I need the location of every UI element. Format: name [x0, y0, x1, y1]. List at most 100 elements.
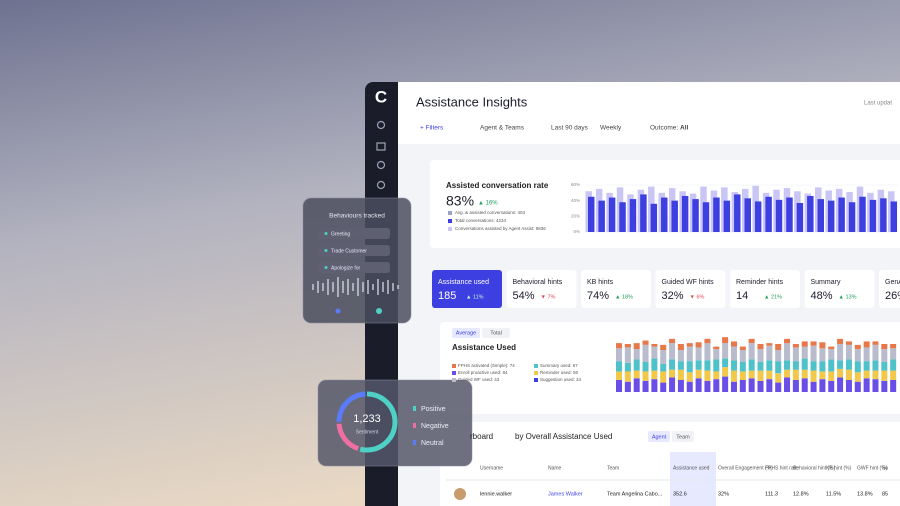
tile-value: 185 [438, 290, 456, 302]
stack-segment [624, 362, 631, 372]
kpi-tile[interactable] [804, 270, 875, 308]
stack-segment [766, 343, 773, 346]
stack-segment [686, 361, 693, 373]
stack-segment [757, 380, 764, 392]
donut-label: Sentiment [356, 429, 379, 435]
stack-segment [828, 371, 835, 381]
kpi-tile[interactable] [730, 270, 800, 308]
stack-segment [837, 368, 844, 378]
bar [786, 197, 793, 232]
table-cell: 111.3 [765, 491, 778, 497]
bar [702, 202, 710, 232]
toggle-button[interactable] [452, 328, 480, 338]
column-header: Su [882, 465, 888, 471]
stack-segment [642, 371, 649, 381]
stack-segment [766, 379, 773, 392]
filter[interactable]: Last 90 days [551, 125, 589, 132]
stack-segment [837, 344, 844, 361]
stack-segment [739, 371, 746, 380]
stack-segment [730, 370, 737, 382]
behaviour-chip [318, 245, 390, 256]
filter[interactable]: + Filters [420, 125, 444, 132]
bar [588, 196, 595, 232]
toggle-button[interactable] [482, 328, 510, 338]
stack-segment [810, 361, 817, 371]
kpi-tile[interactable] [879, 270, 900, 308]
stack-segment [633, 343, 640, 350]
stack-segment [695, 378, 702, 392]
bar [754, 201, 762, 232]
bar [671, 200, 678, 232]
stack-segment [713, 379, 720, 392]
column-header: FPHS hint rate [765, 465, 798, 471]
y-tick-label: 0% [573, 229, 580, 234]
stack-segment [775, 344, 782, 350]
section-title: Assistance Used [452, 343, 516, 352]
stack-segment [801, 341, 808, 347]
last-updated: Last updat [864, 101, 892, 107]
stack-segment [730, 360, 737, 371]
tab-label[interactable]: Team [676, 434, 690, 440]
stack-segment [828, 346, 835, 350]
stack-segment [890, 370, 897, 380]
y-tick-label: 20% [571, 214, 580, 219]
stack-segment [801, 378, 808, 392]
stack-segment [730, 381, 737, 392]
stack-segment [775, 350, 782, 362]
bar [796, 203, 804, 232]
stack-segment [890, 344, 897, 349]
nav-icon[interactable] [376, 180, 386, 190]
stack-segment [837, 338, 844, 344]
stack-segment [881, 370, 888, 381]
filter[interactable]: All [680, 125, 689, 132]
stack-segment [775, 382, 782, 392]
nav-icon[interactable] [376, 142, 386, 151]
tile-delta: ▲ 21% [764, 294, 782, 300]
stack-segment [819, 348, 826, 362]
stack-segment [651, 370, 658, 380]
nav-icon[interactable] [376, 120, 386, 130]
stack-segment [722, 376, 729, 392]
stack-segment [757, 344, 764, 350]
filter[interactable]: Outcome: [650, 125, 678, 132]
tab-label[interactable]: Agent [652, 434, 667, 440]
stack-segment [881, 349, 888, 362]
stack-segment [792, 344, 799, 348]
stack-segment [686, 372, 693, 382]
stack-segment [854, 344, 861, 350]
kpi-tile[interactable] [655, 270, 726, 308]
chip-dot [324, 232, 328, 235]
table-cell: 85 [882, 491, 888, 497]
bar [619, 202, 626, 232]
card-title: Behaviours tracked [329, 213, 385, 220]
stack-segment [792, 347, 799, 362]
donut-segment [336, 391, 398, 453]
stack-segment [695, 360, 702, 370]
stack-segment [633, 370, 640, 379]
kpi-tile[interactable] [506, 270, 577, 308]
stack-segment [766, 370, 773, 380]
stack-segment [677, 361, 684, 370]
filter[interactable]: Agent & Teams [480, 125, 525, 132]
tab[interactable] [648, 431, 670, 442]
toggle-label[interactable]: Average [456, 330, 476, 336]
stack-segment [748, 378, 755, 392]
tile-label: KB hints [587, 279, 614, 286]
stack-segment [660, 382, 667, 392]
bar [859, 196, 866, 232]
stack-segment [686, 343, 693, 347]
kpi-tile[interactable] [432, 270, 502, 308]
kpi-tile[interactable] [581, 270, 651, 308]
stack-segment [695, 347, 702, 361]
behaviour-label: Greeting [331, 231, 350, 237]
tab[interactable] [672, 431, 694, 442]
legend-swatch [534, 371, 538, 375]
stack-segment [845, 341, 852, 345]
toggle-label[interactable]: Total [490, 330, 502, 336]
stack-segment [633, 359, 640, 371]
stack-segment [722, 358, 729, 368]
page-title: Assistance Insights [416, 94, 528, 109]
stack-segment [748, 343, 755, 360]
nav-icon[interactable] [376, 160, 386, 170]
filter[interactable]: Weekly [600, 125, 622, 132]
